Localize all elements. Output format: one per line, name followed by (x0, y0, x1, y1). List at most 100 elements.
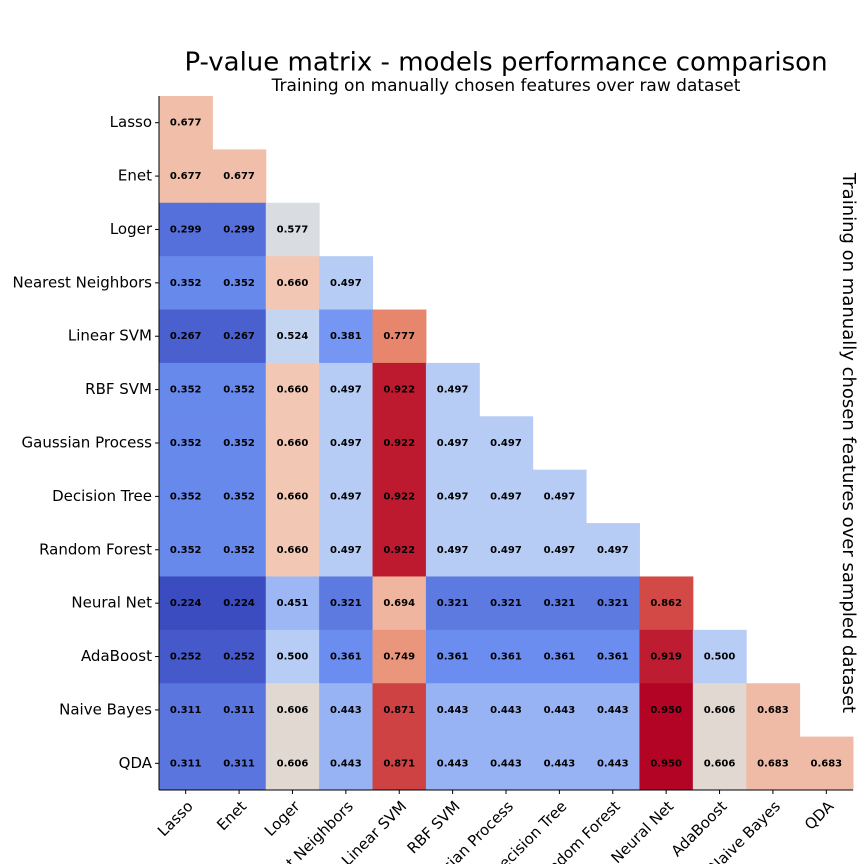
heatmap-cell (265, 629, 320, 684)
heatmap-cell (372, 576, 427, 631)
cell-label: 0.497 (330, 385, 362, 396)
heatmap-cell (586, 629, 640, 684)
cell-label: 0.443 (330, 758, 362, 769)
cell-label: 0.352 (223, 385, 255, 396)
cell-label: 0.443 (544, 758, 576, 769)
heatmap-cell (372, 736, 427, 791)
heatmap-cell (212, 736, 267, 791)
heatmap-cell (479, 576, 534, 631)
y-tick-label: Naive Bayes (59, 700, 152, 718)
heatmap-cell (319, 416, 374, 471)
cell-label: 0.311 (170, 705, 202, 716)
cell-label: 0.919 (650, 652, 682, 663)
cell-label: 0.443 (437, 705, 469, 716)
heatmap-cell (425, 469, 480, 524)
heatmap-cell (425, 683, 480, 738)
heatmap-cell (159, 523, 213, 577)
cell-label: 0.694 (383, 598, 415, 609)
heatmap-cell (319, 576, 374, 631)
cell-label: 0.749 (383, 652, 415, 663)
x-tick-label: Enet (213, 797, 250, 834)
heatmap-cell (159, 96, 213, 150)
cell-label: 0.443 (330, 705, 362, 716)
y-tick-label: QDA (119, 754, 153, 772)
chart-subtitle: Training on manually chosen features ove… (271, 76, 741, 96)
heatmap-cell (372, 629, 427, 684)
cell-label: 0.606 (277, 758, 309, 769)
y-tick-label: Enet (118, 167, 152, 185)
heatmap-cell (212, 629, 267, 684)
y-tick-label: Lasso (110, 113, 152, 131)
cell-label: 0.267 (170, 331, 202, 342)
cell-label: 0.224 (223, 598, 255, 609)
cell-label: 0.577 (277, 224, 309, 235)
heatmap-cell (159, 309, 213, 364)
heatmap-cell (372, 309, 427, 364)
y-tick-label: Gaussian Process (22, 434, 153, 452)
heatmap-cell (159, 629, 213, 684)
cell-label: 0.311 (223, 758, 255, 769)
heatmap-cell (319, 309, 374, 364)
heatmap-cell (319, 629, 374, 684)
cell-label: 0.497 (437, 545, 469, 556)
heatmap-cell (212, 309, 267, 364)
cell-label: 0.497 (437, 438, 469, 449)
heatmap-cell (746, 736, 801, 791)
y-tick-label: Nearest Neighbors (13, 273, 153, 291)
heatmap-cell (265, 523, 320, 577)
cell-label: 0.660 (277, 438, 309, 449)
cell-label: 0.950 (650, 705, 682, 716)
heatmap-cell (265, 309, 320, 364)
heatmap-cell (212, 149, 267, 204)
heatmap-cell (212, 683, 267, 738)
heatmap-cell (212, 416, 267, 471)
cell-label: 0.311 (170, 758, 202, 769)
heatmap-cell (479, 416, 534, 471)
cell-label: 0.862 (650, 598, 682, 609)
cell-label: 0.497 (437, 491, 469, 502)
heatmap-cell (212, 362, 267, 417)
cell-label: 0.524 (277, 331, 309, 342)
cell-label: 0.352 (170, 491, 202, 502)
cell-label: 0.497 (330, 491, 362, 502)
heatmap-cell (639, 736, 694, 791)
cell-label: 0.497 (490, 545, 522, 556)
heatmap-cell (692, 736, 747, 791)
heatmap-cell (372, 416, 427, 471)
cell-label: 0.497 (490, 491, 522, 502)
y-tick-label: RBF SVM (85, 380, 152, 398)
heatmap-cell (639, 576, 694, 631)
cell-label: 0.497 (437, 385, 469, 396)
heatmap-cell (532, 629, 587, 684)
heatmap-cell (212, 202, 267, 257)
heatmap-cell (265, 736, 320, 791)
chart-title: P-value matrix - models performance comp… (184, 48, 827, 78)
y-tick-label: AdaBoost (81, 647, 152, 665)
cell-label: 0.352 (223, 438, 255, 449)
heatmap-cell (212, 256, 267, 311)
y-tick-label: Random Forest (39, 540, 152, 558)
cell-label: 0.660 (277, 278, 309, 289)
heatmap-cell (799, 736, 854, 791)
heatmap-cell (159, 149, 213, 204)
heatmap-cell (319, 362, 374, 417)
right-axis-label: Training on manually chosen features ove… (838, 172, 859, 713)
heatmap-cell (586, 736, 640, 791)
cell-label: 0.352 (170, 438, 202, 449)
heatmap-cell (159, 469, 213, 524)
cell-label: 0.922 (383, 385, 415, 396)
cell-label: 0.451 (277, 598, 309, 609)
cell-label: 0.950 (650, 758, 682, 769)
heatmap-cell (159, 202, 213, 257)
heatmap-cell (265, 202, 320, 257)
heatmap-cell (586, 576, 640, 631)
cell-label: 0.361 (437, 652, 469, 663)
heatmap-cell (746, 683, 801, 738)
cell-label: 0.443 (437, 758, 469, 769)
cell-label: 0.443 (490, 705, 522, 716)
cell-label: 0.443 (597, 705, 629, 716)
cell-label: 0.299 (170, 224, 202, 235)
cell-label: 0.361 (544, 652, 576, 663)
heatmap-cell (159, 362, 213, 417)
